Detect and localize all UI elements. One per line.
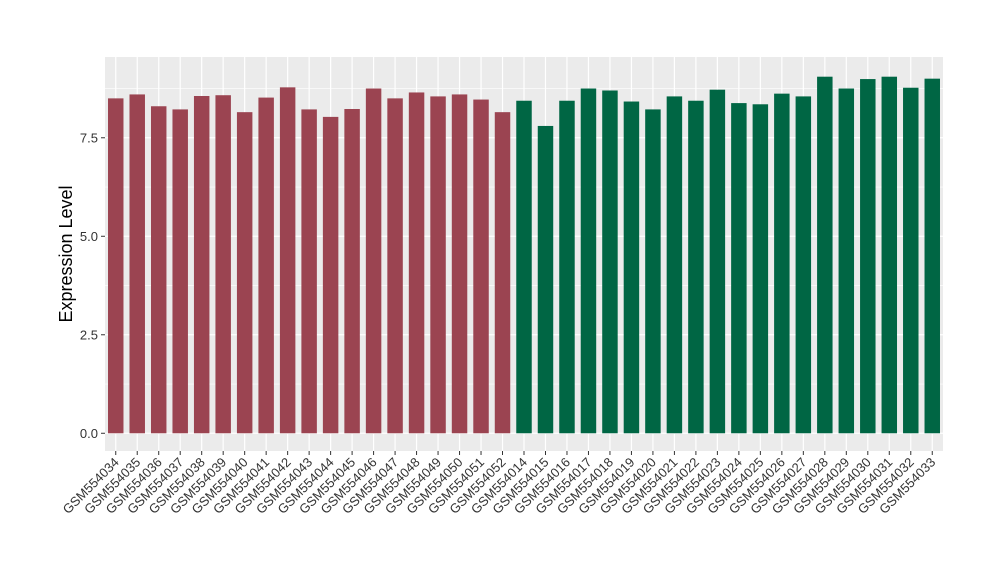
bar-GSM554019 bbox=[623, 101, 640, 434]
bar-GSM554041 bbox=[258, 97, 274, 434]
bar-GSM554026 bbox=[774, 93, 790, 434]
y-tick-label: 7.5 bbox=[80, 130, 98, 145]
bar-GSM554052 bbox=[494, 112, 511, 434]
x-axis: GSM554034GSM554035GSM554036GSM554037GSM5… bbox=[60, 451, 938, 517]
bar-GSM554048 bbox=[408, 92, 425, 434]
y-tick-label: 0.0 bbox=[80, 426, 98, 441]
bar-GSM554047 bbox=[387, 98, 403, 434]
bar-GSM554044 bbox=[322, 116, 339, 434]
y-axis: 0.0 2.5 5.0 7.5 bbox=[80, 130, 105, 441]
bar-GSM554043 bbox=[301, 109, 317, 434]
bar-GSM554032 bbox=[903, 87, 919, 434]
bar-GSM554023 bbox=[709, 89, 726, 434]
bar-GSM554051 bbox=[473, 99, 489, 434]
bar-GSM554016 bbox=[559, 100, 575, 434]
bar-GSM554024 bbox=[731, 103, 747, 434]
bar-GSM554049 bbox=[430, 96, 446, 434]
bar-GSM554020 bbox=[645, 109, 661, 434]
bar-GSM554035 bbox=[129, 94, 145, 434]
bar-GSM554046 bbox=[365, 88, 382, 434]
y-tick-label: 5.0 bbox=[80, 229, 98, 244]
bar-GSM554050 bbox=[451, 94, 468, 434]
bar-GSM554018 bbox=[602, 90, 618, 434]
bars-group bbox=[108, 76, 940, 434]
bar-GSM554033 bbox=[924, 78, 940, 434]
bar-GSM554036 bbox=[150, 106, 167, 434]
bar-GSM554017 bbox=[580, 88, 597, 434]
bar-GSM554042 bbox=[279, 87, 296, 434]
bar-GSM554022 bbox=[688, 100, 704, 434]
bar-GSM554025 bbox=[752, 104, 769, 434]
bar-GSM554039 bbox=[215, 95, 231, 434]
bar-GSM554028 bbox=[817, 76, 833, 434]
bar-GSM554038 bbox=[193, 96, 210, 434]
bar-GSM554014 bbox=[516, 100, 532, 434]
bar-GSM554045 bbox=[344, 109, 360, 434]
bar-GSM554031 bbox=[881, 76, 898, 434]
bar-GSM554034 bbox=[108, 98, 124, 434]
bar-GSM554030 bbox=[860, 79, 876, 434]
bar-GSM554027 bbox=[795, 96, 812, 434]
y-tick-label: 2.5 bbox=[80, 327, 98, 342]
bar-GSM554029 bbox=[838, 88, 855, 434]
bar-GSM554021 bbox=[666, 96, 683, 434]
bar-GSM554037 bbox=[172, 109, 188, 434]
bar-GSM554015 bbox=[537, 125, 554, 434]
bar-GSM554040 bbox=[236, 112, 253, 434]
y-axis-label: Expression Level bbox=[56, 185, 76, 322]
